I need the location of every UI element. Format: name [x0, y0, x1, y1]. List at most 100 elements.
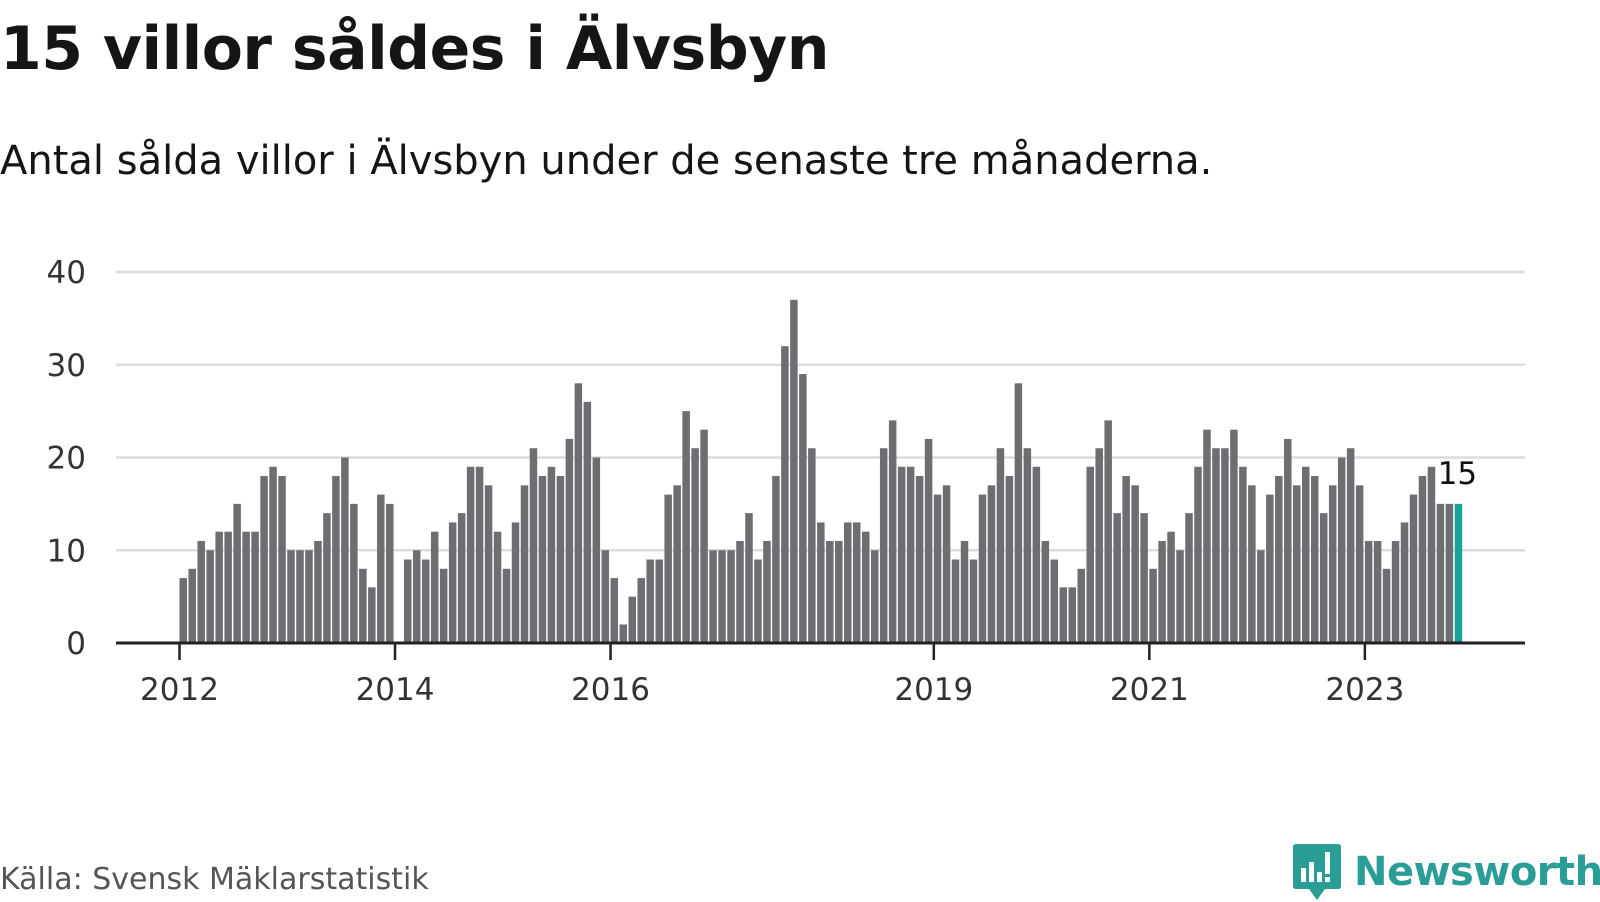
bar: [1266, 494, 1274, 643]
bar: [1319, 513, 1328, 643]
bar: [1185, 513, 1193, 643]
bar: [592, 457, 601, 643]
y-tick-label: 20: [47, 441, 86, 477]
chart-title: 15 villor såldes i Älvsbyn: [0, 14, 829, 84]
bar: [808, 448, 816, 643]
bar: [924, 438, 933, 643]
bar: [475, 466, 484, 643]
bar: [646, 559, 654, 643]
newsworthy-logo-icon: [1293, 844, 1341, 900]
bar: [1086, 466, 1094, 643]
bar: [1194, 466, 1202, 643]
bar: [915, 476, 924, 643]
bar: [682, 411, 690, 643]
bar: [377, 494, 385, 643]
bars: [179, 299, 1463, 643]
bar: [278, 476, 286, 643]
bar: [1248, 485, 1256, 643]
bar: [412, 550, 421, 643]
bar: [978, 494, 987, 643]
bar: [484, 485, 493, 643]
bar: [1373, 540, 1382, 643]
bar: [861, 531, 870, 643]
bar: [1337, 457, 1346, 643]
bar: [987, 485, 996, 643]
bar: [1400, 522, 1409, 643]
bar: [341, 457, 349, 643]
bar: [1077, 568, 1085, 643]
bar: [260, 476, 268, 643]
bar: [1418, 476, 1427, 643]
bar: [969, 559, 978, 643]
brand-name: Newsworthy: [1354, 849, 1600, 895]
bar: [906, 466, 915, 643]
bar: [296, 550, 304, 643]
bar: [1436, 503, 1445, 643]
bar: [215, 531, 223, 643]
bar: [942, 485, 951, 643]
x-tick-label: 2021: [1110, 672, 1189, 708]
bar: [897, 466, 906, 643]
bar: [421, 559, 430, 643]
bar: [1131, 485, 1139, 643]
bar: [655, 559, 663, 643]
highlight-bar: [1454, 503, 1463, 643]
bar: [1032, 466, 1041, 643]
bar: [1149, 568, 1157, 643]
bar: [224, 531, 232, 643]
y-tick-label: 40: [47, 255, 86, 291]
bar: [727, 550, 735, 643]
bar: [879, 448, 888, 643]
bar: [951, 559, 960, 643]
x-tick-label: 2016: [571, 672, 650, 708]
bar: [1230, 429, 1238, 643]
bar: [287, 550, 295, 643]
bar: [305, 550, 313, 643]
bar: [700, 429, 708, 643]
bar: [197, 540, 205, 643]
bar: [1059, 587, 1068, 643]
bar: [790, 299, 798, 643]
bar: [583, 401, 592, 643]
labels: 0 10 20 30 40 2012 2014 2016 2019 2021 2023 15: [47, 255, 1478, 708]
bar: [1275, 476, 1283, 643]
bar: [1382, 568, 1391, 643]
bar: [565, 438, 574, 643]
brand[interactable]: Newsworthy: [1292, 842, 1600, 902]
bar: [430, 531, 439, 643]
bar: [466, 466, 475, 643]
bar: [745, 513, 753, 643]
bar: [502, 568, 511, 643]
x-tick-label: 2012: [140, 672, 219, 708]
bar: [1014, 383, 1023, 643]
bar: [817, 522, 825, 643]
bar: [188, 568, 196, 643]
bar: [242, 531, 250, 643]
source-note: Källa: Svensk Mäklarstatistik: [0, 862, 429, 897]
bar: [673, 485, 681, 643]
bar: [386, 503, 394, 643]
bar: [1212, 448, 1220, 643]
bar: [664, 494, 672, 643]
bar: [323, 513, 331, 643]
bar: [772, 476, 780, 643]
y-tick-label: 0: [66, 626, 86, 662]
bar: [269, 466, 277, 643]
bar: [1140, 513, 1148, 643]
bar: [1302, 466, 1310, 643]
bar: [1158, 540, 1166, 643]
bar: [359, 568, 367, 643]
x-tick-label: 2019: [894, 672, 973, 708]
bar: [1113, 513, 1121, 643]
bar: [1068, 587, 1077, 643]
bar: [1257, 550, 1265, 643]
bar: [691, 448, 699, 643]
bar: [547, 466, 556, 643]
latest-value-label: 15: [1438, 456, 1477, 492]
bar: [1427, 466, 1436, 643]
bar: [1167, 531, 1175, 643]
bar: [601, 550, 610, 643]
bar: [826, 540, 834, 643]
bar: [610, 578, 619, 643]
